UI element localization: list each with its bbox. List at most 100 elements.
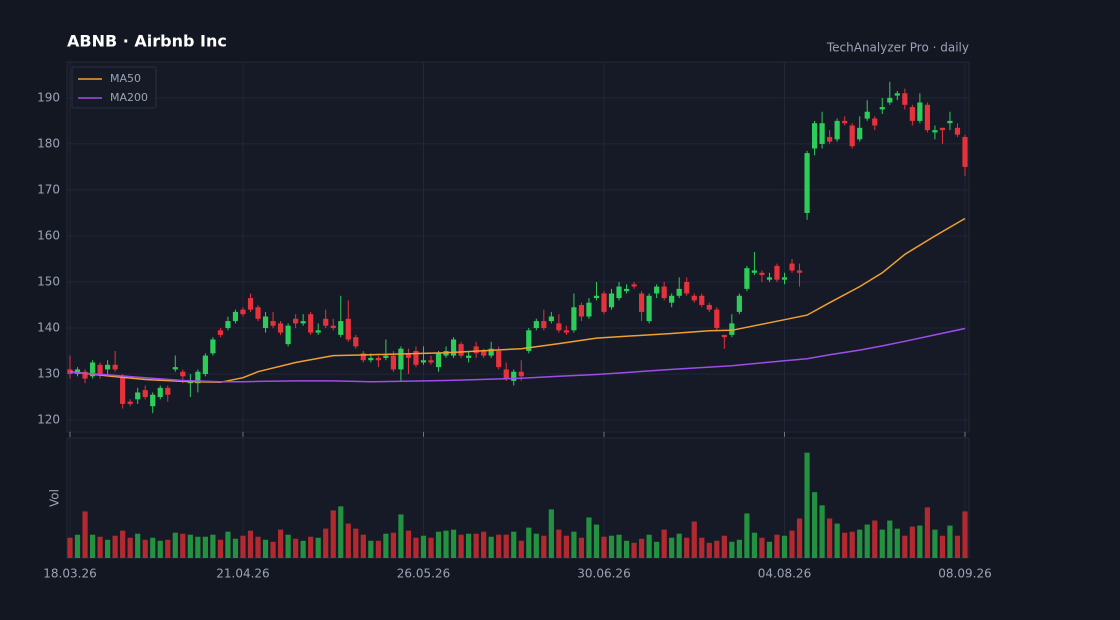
volume-bar (345, 523, 351, 558)
candle-body (315, 330, 321, 333)
candle-body (277, 323, 284, 333)
volume-bar (195, 536, 201, 558)
volume-bar (74, 534, 81, 558)
volume-bar (157, 540, 163, 558)
volume-bar (503, 534, 509, 558)
candle-body (353, 337, 359, 347)
candle-body (255, 307, 261, 319)
volume-bar (180, 533, 186, 558)
candle-body (744, 268, 750, 289)
volume-bar (887, 520, 893, 558)
candle-body (511, 371, 517, 381)
candle-body (827, 137, 833, 142)
y-tick-label: 160 (37, 228, 60, 242)
volume-bar (902, 535, 908, 558)
volume-bar (939, 535, 946, 558)
candle-body (669, 295, 675, 303)
candle-body (345, 318, 351, 340)
volume-bar (112, 535, 118, 558)
candle-body (939, 127, 946, 131)
candle-body (420, 360, 427, 363)
candle-body (308, 314, 314, 333)
candle-body (571, 307, 577, 331)
candle-body (82, 371, 88, 379)
y-tick-label: 170 (37, 182, 60, 196)
volume-bar (187, 534, 193, 558)
candle-body (142, 390, 148, 398)
volume-bar (293, 538, 299, 558)
volume-bar (202, 536, 208, 558)
candle-body (601, 293, 607, 312)
candle-body (864, 111, 870, 119)
candle-body (368, 357, 374, 361)
volume-bar (120, 530, 126, 558)
candle-body (247, 298, 254, 310)
volume-bar (67, 537, 73, 558)
y-tick-label: 120 (37, 413, 60, 427)
volume-bar (488, 536, 494, 558)
candle-body (646, 295, 652, 322)
volume-bar (766, 541, 773, 558)
volume-bar (232, 538, 239, 558)
candle-body (270, 321, 276, 326)
candle-body (541, 321, 547, 328)
candle-body (435, 353, 442, 368)
candle-body (300, 321, 306, 324)
candle-body (556, 323, 562, 331)
volume-bar (729, 541, 735, 558)
volume-bar (285, 534, 291, 558)
candle-body (157, 387, 163, 398)
candle-body (796, 270, 803, 273)
candle-body (127, 401, 133, 404)
candle-body (285, 325, 291, 345)
y-tick-label: 190 (37, 90, 60, 104)
y-tick-label: 180 (37, 136, 60, 150)
volume-bar (796, 518, 803, 558)
candle-body (766, 277, 773, 280)
volume-bar (917, 525, 923, 558)
volume-bar (338, 506, 344, 558)
candle-body (413, 351, 419, 365)
volume-bar (458, 534, 464, 558)
volume-bar (789, 530, 795, 558)
volume-bar (623, 540, 630, 558)
x-tick-label: 08.09.26 (938, 567, 991, 581)
candle-body (676, 288, 682, 296)
volume-bar (759, 537, 765, 558)
volume-bar (105, 539, 111, 558)
volume-label: Vol (48, 489, 62, 507)
volume-bar (270, 541, 276, 558)
candle-body (736, 295, 742, 312)
volume-bar (744, 513, 750, 558)
volume-bar (819, 505, 825, 558)
volume-bar (165, 539, 171, 558)
volume-bar (150, 537, 156, 558)
volume-bar (894, 528, 900, 558)
candle-body (751, 270, 758, 273)
candle-body (774, 265, 780, 280)
candle-body (323, 318, 329, 326)
volume-bar (834, 523, 840, 558)
volume-bar (947, 525, 953, 558)
volume-bar (315, 537, 321, 558)
candle-body (526, 330, 532, 352)
volume-bar (353, 528, 359, 558)
volume-bar (526, 527, 532, 558)
volume-bar (262, 539, 269, 558)
candle-body (616, 286, 622, 299)
candle-body (706, 304, 712, 310)
volume-bar (97, 536, 103, 558)
x-tick-label: 30.06.26 (577, 567, 630, 581)
chart-subtitle: TechAnalyzer Pro · daily (826, 41, 969, 55)
volume-bar (811, 492, 818, 558)
candle-body (165, 387, 171, 395)
volume-bar (954, 535, 961, 558)
volume-bar (962, 511, 968, 558)
volume-bar (277, 529, 284, 558)
candle-body (909, 107, 915, 121)
volume-bar (571, 531, 577, 558)
candle-body (210, 339, 216, 354)
volume-bar (473, 533, 479, 558)
volume-bar (909, 526, 915, 558)
